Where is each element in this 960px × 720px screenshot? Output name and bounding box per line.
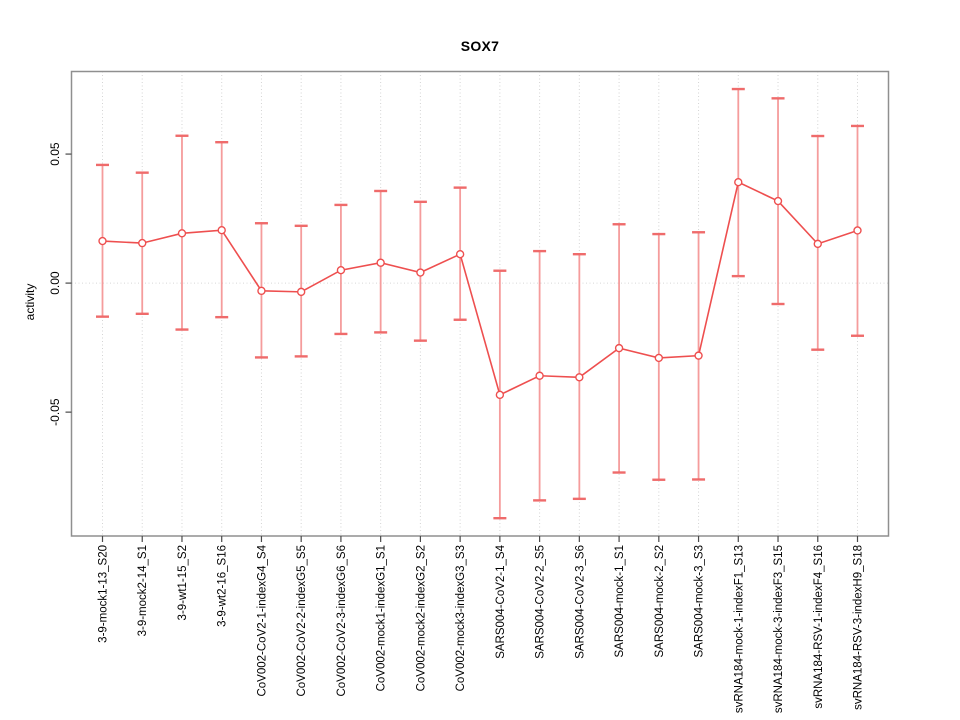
x-category-label: CoV002-CoV2-1-indexG4_S4: [256, 544, 268, 696]
data-point-marker: [773, 196, 783, 206]
data-point-marker: [177, 229, 187, 238]
x-category-label: svRNA184-mock-3-indexF3_S15: [773, 545, 785, 713]
plot-border: [70, 70, 890, 537]
y-tick-label: 0.05: [48, 142, 62, 166]
data-point-marker: [734, 178, 743, 187]
x-category-label: 3-9-mock1-13_S20: [98, 545, 110, 643]
x-category-label: svRNA184-mock-1-indexF1_S13: [733, 545, 745, 713]
x-category-label: svRNA184-RSV-3-indexH9_S18: [853, 545, 865, 710]
series-line: [102, 181, 858, 396]
x-category-label: 3-9-wt2-16_S16: [217, 545, 229, 627]
y-tick-label: 0.00: [48, 271, 62, 295]
data-point-marker: [336, 266, 346, 275]
x-category-label: CoV002-mock3-indexG3_S3: [455, 545, 467, 691]
data-point-marker: [575, 373, 584, 382]
data-point-marker: [694, 351, 703, 360]
data-point-marker: [813, 239, 822, 249]
x-category-label: CoV002-CoV2-3-indexG6_S6: [336, 545, 348, 697]
data-point-marker: [614, 343, 624, 353]
data-point-marker: [416, 268, 425, 277]
x-category-label: CoV002-CoV2-2-indexG5_S5: [296, 545, 308, 697]
data-point-marker: [257, 286, 266, 296]
x-category-label: 3-9-mock2-14_S1: [137, 545, 149, 636]
data-point-marker: [535, 371, 544, 380]
data-point-marker: [138, 238, 147, 248]
data-point-marker: [376, 258, 385, 267]
x-category-label: SARS004-CoV2-1_S4: [495, 544, 507, 658]
x-category-label: SARS004-mock-1_S1: [614, 545, 626, 658]
y-tick-label: -0.05: [48, 398, 62, 426]
data-point-marker: [495, 390, 505, 400]
x-category-label: CoV002-mock1-indexG1_S1: [376, 545, 388, 691]
x-category-label: svRNA184-RSV-1-indexF4_S16: [813, 545, 825, 709]
data-point-marker: [98, 236, 107, 246]
chart-title: SOX7: [460, 38, 500, 54]
data-point-marker: [654, 353, 664, 363]
data-point-marker: [217, 226, 226, 235]
data-point-marker: [296, 287, 306, 297]
x-category-label: SARS004-CoV2-3_S6: [574, 545, 586, 659]
data-point-marker: [853, 226, 862, 235]
x-category-label: SARS004-mock-2_S2: [654, 545, 666, 658]
x-category-label: 3-9-wt1-15_S2: [177, 545, 189, 620]
x-category-label: SARS004-CoV2-2_S5: [535, 545, 547, 659]
data-point-marker: [455, 250, 465, 259]
x-category-label: SARS004-mock-3_S3: [694, 545, 706, 658]
x-category-label: CoV002-mock2-indexG2_S2: [415, 545, 427, 691]
